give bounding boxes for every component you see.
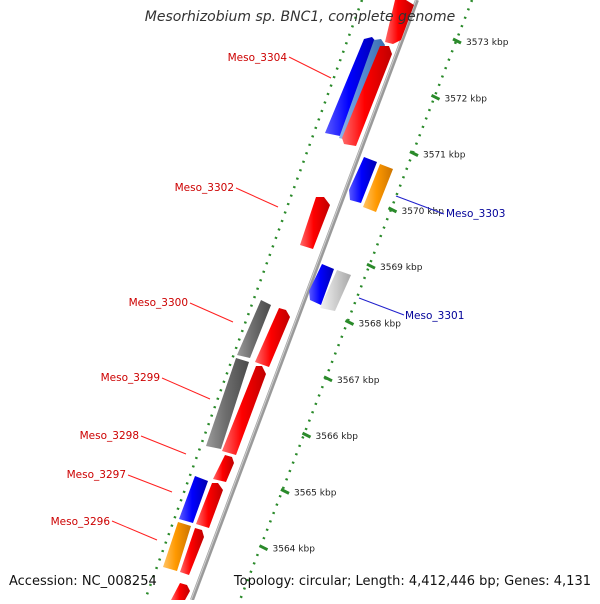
- label-meso-3300: Meso_3300: [129, 297, 188, 309]
- accession-text: Accession: NC_008254: [9, 574, 157, 589]
- gene-meso-3296-orange: [163, 522, 191, 571]
- gene-meso-3303-blue: [349, 157, 377, 203]
- map-title: Mesorhizobium sp. BNC1, complete genome: [144, 9, 456, 25]
- label-meso-3297: Meso_3297: [67, 469, 126, 481]
- scale-tick-label: 3564 kbp: [273, 545, 316, 555]
- gene-meso-3303-orange: [363, 164, 393, 212]
- gene-red-long-top: [342, 46, 392, 146]
- scale-tick-label: 3565 kbp: [294, 488, 337, 498]
- gene-meso-3301-blue: [309, 264, 334, 305]
- scale-tick-label: 3569 kbp: [380, 263, 423, 273]
- gene-meso-3296-red: [180, 528, 204, 575]
- scale-tick-mark: [452, 37, 462, 45]
- scale-tick-label: 3573 kbp: [466, 38, 509, 48]
- gene-features: [163, 0, 414, 600]
- label-meso-3301: Meso_3301: [405, 310, 464, 322]
- scale-tick-mark: [366, 262, 376, 270]
- scale-tick-label: 3570 kbp: [402, 207, 445, 217]
- gene-meso-3297-blue: [179, 476, 208, 523]
- gene-meso-3299-gray: [206, 358, 249, 449]
- gene-bottom-red: [171, 583, 190, 600]
- gene-meso-3300-gray: [237, 300, 271, 358]
- label-meso-3302: Meso_3302: [175, 182, 234, 194]
- label-meso-3298: Meso_3298: [80, 430, 139, 442]
- gene-meso-3302-red: [300, 197, 330, 249]
- scale-tick-mark: [301, 431, 312, 439]
- gene-meso-3301-gray: [320, 270, 351, 311]
- label-meso-3296: Meso_3296: [51, 516, 111, 528]
- backbone-highlight: [190, 0, 417, 601]
- scale-tick-label: 3567 kbp: [337, 376, 380, 386]
- scale-tick-mark: [409, 150, 419, 157]
- gene-meso-3300-red: [255, 308, 290, 367]
- scale-tick-mark: [258, 544, 269, 552]
- scale-tick-label: 3572 kbp: [445, 94, 488, 104]
- gene-meso-3304-blue: [325, 37, 378, 136]
- scale-ticks: 3573 kbp 3572 kbp 3571 kbp 3570 kbp 3569 kbp…: [258, 37, 509, 555]
- gene-meso-3299-red: [222, 366, 266, 455]
- left-dotted-line: [143, 0, 364, 601]
- scale-tick-label: 3568 kbp: [359, 320, 402, 330]
- label-meso-3303: Meso_3303: [446, 208, 505, 220]
- leader-lines: [111, 56, 445, 541]
- gene-labels: Meso_3304 Meso_3302 Meso_3300 Meso_3299 …: [51, 52, 506, 528]
- scale-tick-mark: [387, 206, 398, 214]
- scale-tick-label: 3566 kbp: [316, 432, 359, 442]
- genome-summary-text: Topology: circular; Length: 4,412,446 bp…: [233, 574, 591, 589]
- backbone-line: [190, 0, 419, 601]
- gene-meso-3297-red: [196, 483, 223, 528]
- scale-tick-mark: [280, 488, 290, 495]
- scale-tick-mark: [323, 375, 333, 383]
- gene-meso-3298-red: [213, 455, 234, 482]
- scale-tick-label: 3571 kbp: [423, 151, 466, 161]
- gene-top-red: [385, 0, 414, 44]
- label-meso-3299: Meso_3299: [101, 372, 160, 384]
- scale-tick-mark: [430, 93, 441, 101]
- label-meso-3304: Meso_3304: [228, 52, 288, 64]
- scale-tick-mark: [344, 319, 355, 326]
